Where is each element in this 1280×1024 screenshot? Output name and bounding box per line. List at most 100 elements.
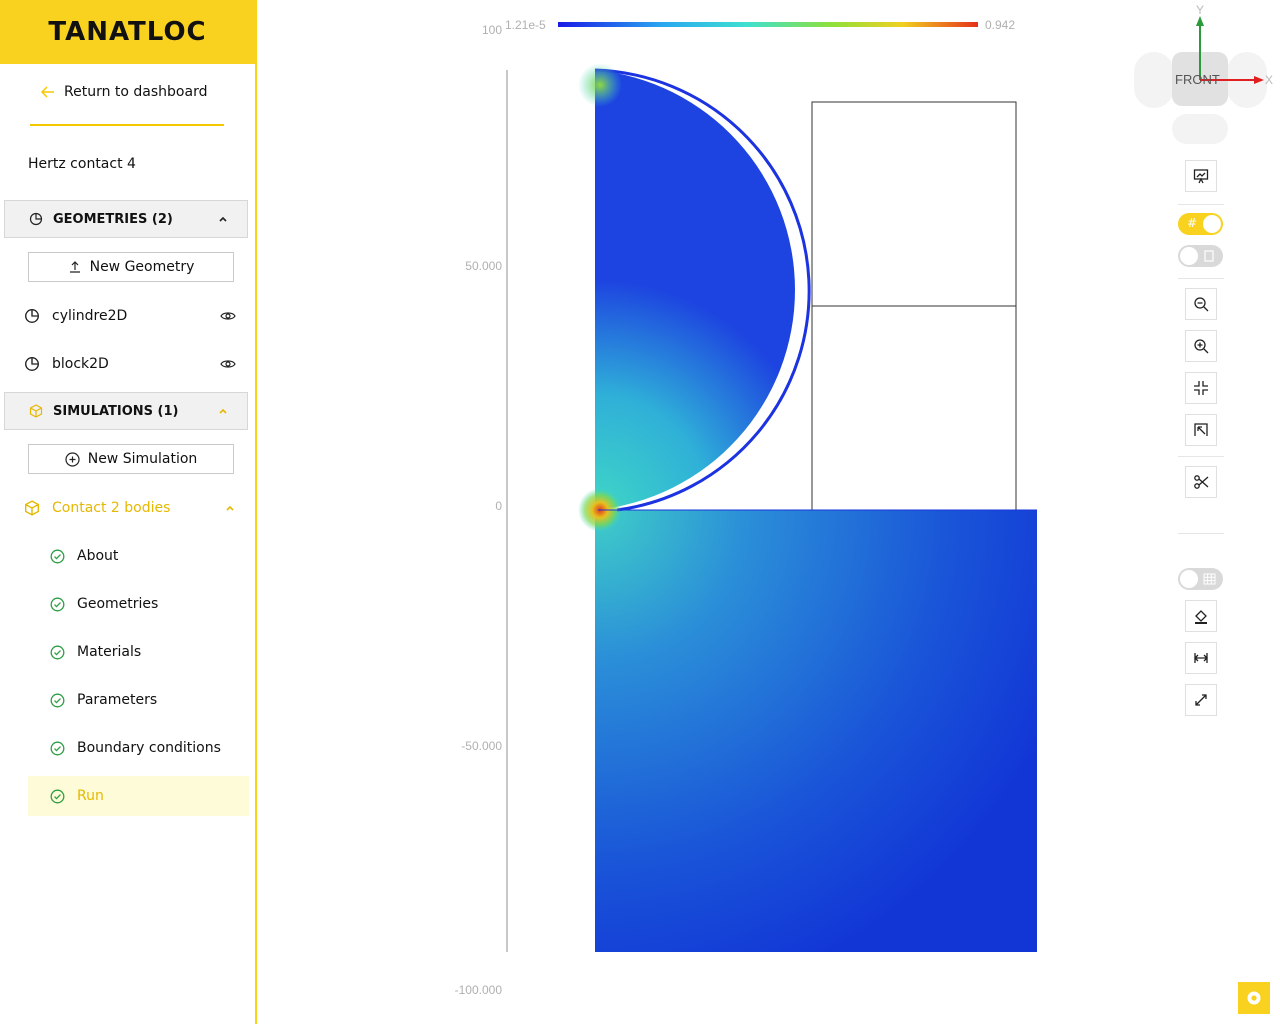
select-button[interactable] — [1185, 414, 1217, 446]
mesh-toggle[interactable] — [1178, 568, 1223, 590]
step-label: Run — [77, 788, 104, 804]
cube-icon — [25, 500, 39, 516]
block-wireframe-lower — [811, 305, 1017, 511]
geometry-icon — [29, 212, 43, 226]
geometry-icon — [25, 309, 39, 323]
geometry-icon — [25, 357, 39, 371]
y-tick-label: -50.000 — [461, 739, 502, 753]
fit-view-button[interactable] — [1185, 372, 1217, 404]
expand-button[interactable] — [1185, 684, 1217, 716]
step-parameters[interactable]: Parameters — [50, 688, 240, 712]
toggle-knob — [1180, 570, 1198, 588]
step-run[interactable]: Run — [50, 784, 240, 808]
document-toggle[interactable] — [1178, 245, 1223, 267]
simulation-item-label: Contact 2 bodies — [52, 500, 171, 516]
toggle-knob — [1180, 247, 1198, 265]
upload-icon — [69, 261, 80, 273]
zoom-in-icon — [1194, 339, 1209, 354]
arrow-left-icon — [40, 86, 54, 98]
document-icon — [1204, 250, 1214, 262]
toolbar-divider — [1178, 456, 1224, 457]
compress-icon — [1194, 381, 1208, 395]
cylinder-body — [595, 70, 796, 510]
geometries-section-header[interactable]: GEOMETRIES (2) — [4, 200, 248, 238]
y-tick-label: -100.000 — [455, 983, 503, 997]
brand-name: TANATLOC — [48, 17, 207, 47]
zoom-in-button[interactable] — [1185, 330, 1217, 362]
step-geometries[interactable]: Geometries — [50, 592, 240, 616]
new-simulation-label: New Simulation — [87, 451, 198, 467]
cube-icon — [29, 404, 43, 418]
hash-icon: # — [1187, 216, 1198, 230]
gizmo-front-label: FRONT — [1175, 72, 1220, 87]
toolbar-divider — [1178, 204, 1224, 205]
geometry-item-cylindre2d[interactable]: cylindre2D — [24, 304, 242, 328]
scissors-icon — [1194, 475, 1209, 489]
step-about[interactable]: About — [50, 544, 240, 568]
cylinder-edge — [594, 68, 811, 512]
step-label: Materials — [77, 644, 142, 660]
zoom-out-button[interactable] — [1185, 288, 1217, 320]
measure-button[interactable] — [1185, 642, 1217, 674]
return-label: Return to dashboard — [64, 84, 208, 100]
step-boundary-conditions[interactable]: Boundary conditions — [50, 736, 240, 760]
grid-toggle[interactable]: # — [1178, 213, 1223, 235]
geometries-header-label: GEOMETRIES (2) — [53, 211, 173, 227]
active-step-highlight — [28, 776, 249, 816]
toggle-knob — [1203, 215, 1221, 233]
simulation-item-contact-2-bodies[interactable]: Contact 2 bodies — [24, 496, 242, 520]
add-circle-icon — [65, 451, 80, 467]
geometry-item-label: cylindre2D — [52, 308, 128, 324]
return-to-dashboard-link[interactable]: Return to dashboard — [40, 84, 207, 100]
lifebuoy-icon — [1247, 991, 1261, 1005]
zoom-out-icon — [1194, 297, 1209, 312]
presentation-icon — [1193, 169, 1209, 184]
y-tick-label: 0 — [495, 499, 502, 513]
eye-icon[interactable] — [220, 309, 236, 323]
presentation-button[interactable] — [1185, 160, 1217, 192]
ruler-horizontal-icon — [1194, 653, 1208, 663]
chevron-up-icon[interactable] — [217, 213, 229, 225]
geometry-item-block2d[interactable]: block2D — [24, 352, 242, 376]
y-tick-label: 50.000 — [465, 259, 502, 273]
expand-diagonal-icon — [1195, 694, 1207, 706]
colorbar — [558, 22, 978, 27]
check-circle-icon — [50, 645, 65, 659]
block-body — [595, 510, 1037, 952]
return-underline — [30, 124, 224, 126]
colorbar-min-label: 1.21e-5 — [505, 18, 546, 32]
step-label: Geometries — [77, 596, 159, 612]
y-axis-ticks: 100 50.000 0 -50.000 -100.000 — [455, 23, 503, 997]
simulations-header-label: SIMULATIONS (1) — [53, 403, 179, 419]
step-label: Boundary conditions — [77, 740, 221, 756]
check-circle-icon — [50, 789, 65, 803]
paint-bucket-icon — [1195, 610, 1207, 624]
check-circle-icon — [50, 741, 65, 755]
cut-button[interactable] — [1185, 466, 1217, 498]
colorbar-max-label: 0.942 — [985, 18, 1015, 32]
color-fill-button[interactable] — [1185, 600, 1217, 632]
help-button[interactable] — [1238, 982, 1270, 1014]
geometry-item-label: block2D — [52, 356, 109, 372]
toolbar-divider — [1178, 278, 1224, 279]
table-icon — [1203, 573, 1216, 585]
select-cursor-icon — [1194, 423, 1208, 436]
eye-icon[interactable] — [220, 357, 236, 371]
gizmo-x-label: X — [1265, 73, 1273, 87]
gizmo-y-label: Y — [1196, 3, 1204, 17]
project-name: Hertz contact 4 — [28, 156, 136, 172]
step-label: Parameters — [77, 692, 158, 708]
new-simulation-button[interactable]: New Simulation — [28, 444, 234, 474]
chevron-up-icon[interactable] — [217, 405, 229, 417]
check-circle-icon — [50, 693, 65, 707]
top-hotspot — [578, 63, 622, 107]
new-geometry-label: New Geometry — [89, 259, 195, 275]
simulations-section-header[interactable]: SIMULATIONS (1) — [4, 392, 248, 430]
orientation-gizmo[interactable]: FRONT X Y — [1134, 3, 1273, 146]
step-label: About — [77, 548, 119, 564]
new-geometry-button[interactable]: New Geometry — [28, 252, 234, 282]
brand-logo[interactable]: TANATLOC — [0, 0, 255, 64]
chevron-up-icon[interactable] — [224, 502, 236, 514]
step-materials[interactable]: Materials — [50, 640, 240, 664]
